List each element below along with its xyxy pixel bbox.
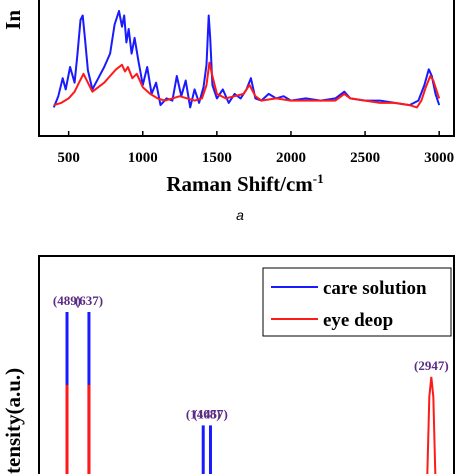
panel-a-plot-frame [38,0,455,137]
spectrum-line-blue [52,10,441,109]
legend-box [262,267,452,337]
panel-a-caption: a [236,207,244,223]
peak-label: (2947) [414,358,449,373]
panel-a-ylabel-text: In [1,10,25,30]
panel-a-x-ticks: 500 1000 1500 2000 2500 3000 [57,131,454,166]
panel-a-ylabel: In [1,10,25,30]
x-tick-label: 3000 [424,150,454,166]
legend-label-eye-deop: eye deop [323,310,393,331]
panel-b-ylabel: tensity(a.u.) [1,368,25,474]
panel-b-legend: care solution eye deop [262,267,452,337]
x-tick-label: 2500 [350,150,380,166]
panel-a-xlabel-main: Raman Shift/cm [166,172,313,196]
panel-a: In 500 1000 1500 2000 2500 3000 Raman Shift/c… [1,0,455,223]
x-tick-label: 2000 [276,150,306,166]
panel-b-plot-frame [38,255,455,474]
panel-b: tensity(a.u.) (489)(637) (1408)(1457) (294… [1,255,455,474]
peak-label: (489) [53,293,81,308]
panel-a-xlabel-sup: -1 [313,171,324,186]
panel-b-peaks: (489)(637) (1408)(1457) (2947) [53,293,449,474]
panel-a-series [52,10,441,109]
panel-a-xlabel: Raman Shift/cm-1 [166,171,323,196]
panel-b-ylabel-text: tensity(a.u.) [1,368,25,474]
x-tick-label: 1000 [128,150,158,166]
peak-label: (1457) [193,406,228,421]
peak-line [426,376,437,474]
spectrum-line-red [53,61,441,109]
legend-label-care-solution: care solution [323,278,427,299]
peak-label: (637) [75,293,103,308]
peak-label: (1408) [186,406,221,421]
x-tick-label: 500 [57,150,80,166]
x-tick-label: 1500 [202,150,232,166]
